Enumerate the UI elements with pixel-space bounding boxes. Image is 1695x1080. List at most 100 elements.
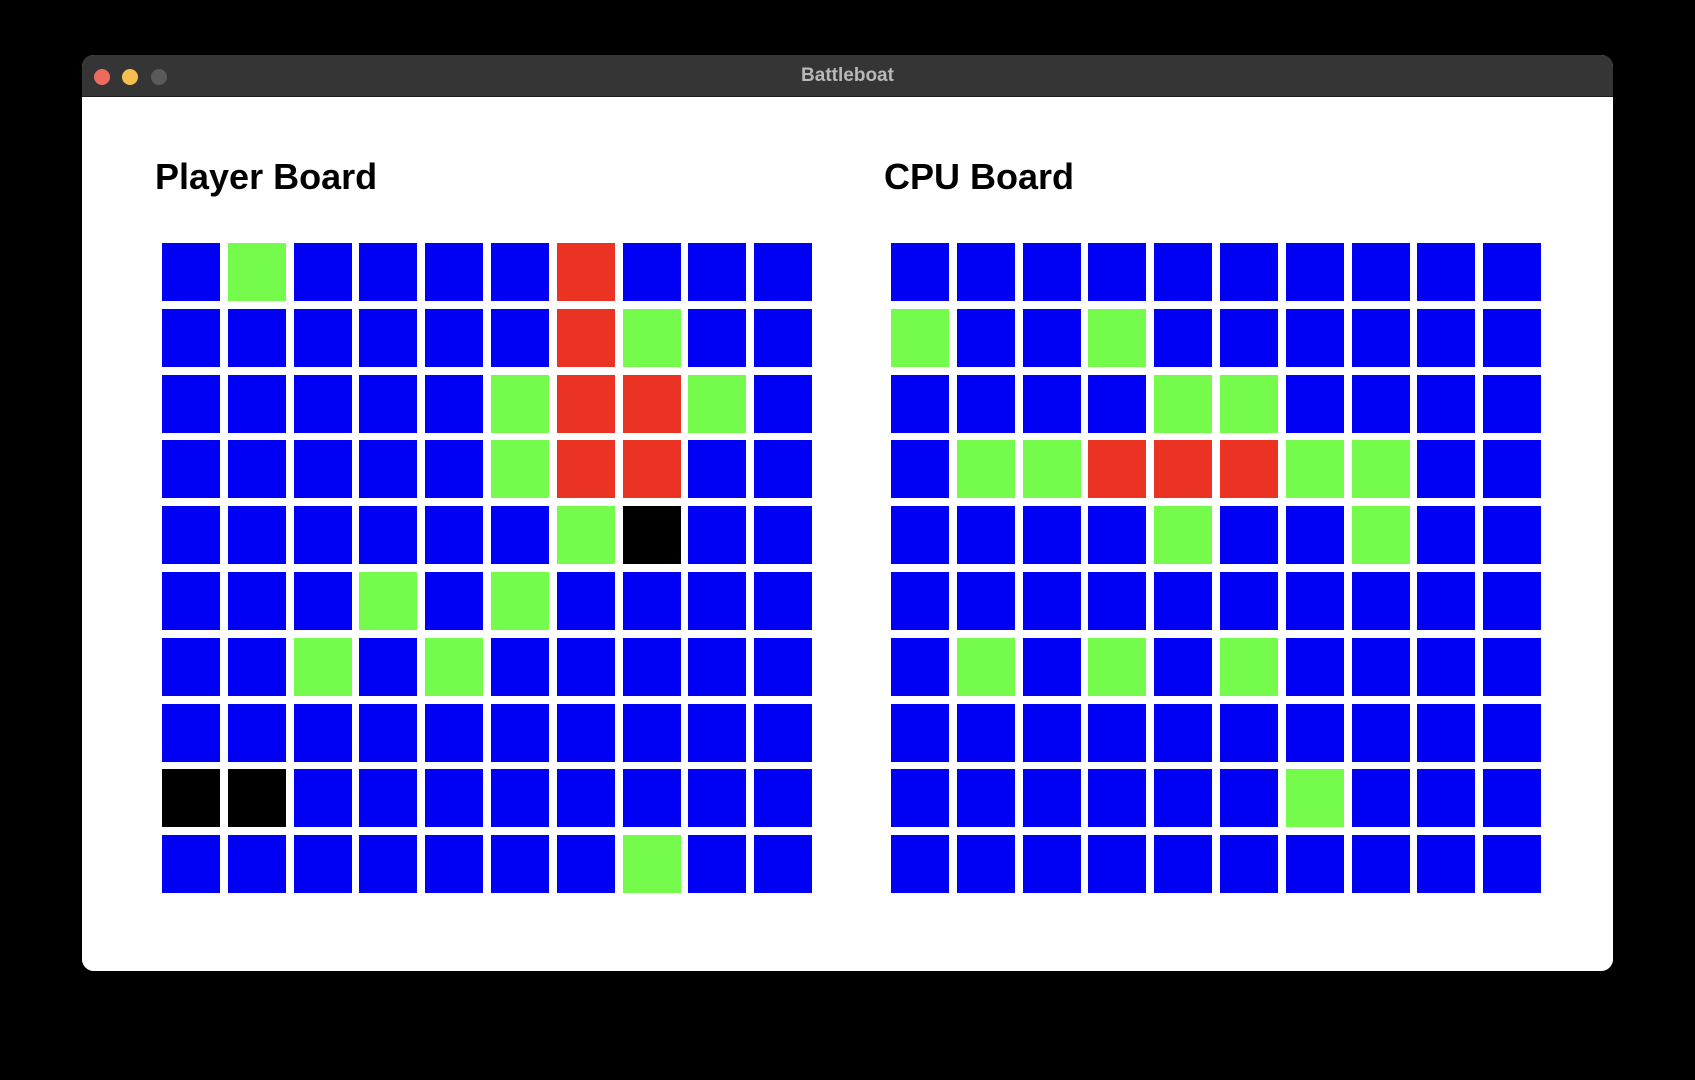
cpu-cell-water[interactable] [1351, 374, 1410, 433]
cpu-cell-water[interactable] [1022, 374, 1081, 433]
cpu-cell-water[interactable] [1285, 571, 1344, 630]
cpu-cell-water[interactable] [1022, 703, 1081, 762]
cpu-cell-water[interactable] [1154, 571, 1213, 630]
cpu-cell-water[interactable] [891, 835, 949, 894]
cpu-cell-miss[interactable] [1285, 440, 1344, 499]
cpu-cell-water[interactable] [1154, 308, 1213, 367]
cpu-cell-water[interactable] [1022, 571, 1081, 630]
cpu-cell-water[interactable] [1022, 308, 1081, 367]
cpu-cell-water[interactable] [1483, 835, 1542, 894]
cpu-cell-water[interactable] [1154, 703, 1213, 762]
cpu-cell-water[interactable] [956, 769, 1015, 828]
cpu-cell-water[interactable] [956, 835, 1015, 894]
cpu-cell-water[interactable] [1022, 835, 1081, 894]
cpu-cell-water[interactable] [1483, 571, 1542, 630]
cpu-cell-water[interactable] [956, 374, 1015, 433]
cpu-cell-miss[interactable] [1351, 506, 1410, 565]
cpu-cell-miss[interactable] [1219, 637, 1278, 696]
cpu-cell-water[interactable] [956, 308, 1015, 367]
cpu-cell-water[interactable] [1088, 835, 1147, 894]
cpu-cell-water[interactable] [1285, 243, 1344, 301]
cpu-board-grid[interactable] [891, 243, 1542, 894]
cpu-cell-water[interactable] [891, 637, 949, 696]
cpu-cell-miss[interactable] [1022, 440, 1081, 499]
cpu-cell-water[interactable] [1154, 243, 1213, 301]
cpu-cell-miss[interactable] [1285, 769, 1344, 828]
cpu-cell-water[interactable] [1417, 440, 1476, 499]
cpu-cell-water[interactable] [1088, 769, 1147, 828]
cpu-cell-water[interactable] [1022, 637, 1081, 696]
cpu-cell-water[interactable] [1483, 440, 1542, 499]
cpu-cell-water[interactable] [956, 703, 1015, 762]
cpu-cell-water[interactable] [891, 769, 949, 828]
close-window-button[interactable] [94, 69, 110, 85]
cpu-cell-water[interactable] [1417, 835, 1476, 894]
cpu-cell-water[interactable] [1285, 835, 1344, 894]
cpu-cell-water[interactable] [1417, 637, 1476, 696]
cpu-cell-water[interactable] [1219, 506, 1278, 565]
cpu-cell-water[interactable] [1285, 308, 1344, 367]
cpu-cell-water[interactable] [1417, 703, 1476, 762]
cpu-cell-water[interactable] [1219, 571, 1278, 630]
cpu-cell-water[interactable] [1219, 308, 1278, 367]
cpu-cell-miss[interactable] [1088, 308, 1147, 367]
cpu-cell-water[interactable] [1351, 571, 1410, 630]
cpu-cell-water[interactable] [1088, 374, 1147, 433]
cpu-cell-water[interactable] [1351, 769, 1410, 828]
cpu-cell-water[interactable] [1088, 703, 1147, 762]
cpu-cell-miss[interactable] [956, 637, 1015, 696]
cpu-cell-water[interactable] [956, 506, 1015, 565]
cpu-cell-water[interactable] [1022, 769, 1081, 828]
cpu-cell-water[interactable] [1417, 308, 1476, 367]
cpu-cell-miss[interactable] [1219, 374, 1278, 433]
cpu-cell-water[interactable] [1483, 506, 1542, 565]
cpu-cell-water[interactable] [1351, 703, 1410, 762]
cpu-cell-water[interactable] [1022, 243, 1081, 301]
cpu-cell-water[interactable] [956, 243, 1015, 301]
cpu-cell-miss[interactable] [1088, 637, 1147, 696]
cpu-cell-water[interactable] [1219, 243, 1278, 301]
cpu-cell-water[interactable] [1483, 243, 1542, 301]
maximize-window-button[interactable] [151, 69, 167, 85]
cpu-cell-water[interactable] [1285, 703, 1344, 762]
cpu-cell-miss[interactable] [891, 308, 949, 367]
cpu-cell-water[interactable] [1285, 637, 1344, 696]
cpu-cell-water[interactable] [1088, 506, 1147, 565]
cpu-cell-water[interactable] [1417, 374, 1476, 433]
cpu-cell-water[interactable] [1483, 637, 1542, 696]
cpu-cell-water[interactable] [956, 571, 1015, 630]
cpu-cell-water[interactable] [1285, 506, 1344, 565]
cpu-cell-water[interactable] [891, 440, 949, 499]
minimize-window-button[interactable] [122, 69, 138, 85]
cpu-cell-water[interactable] [1088, 571, 1147, 630]
cpu-cell-water[interactable] [1351, 308, 1410, 367]
cpu-cell-water[interactable] [1483, 703, 1542, 762]
cpu-cell-water[interactable] [891, 571, 949, 630]
cpu-cell-water[interactable] [1154, 637, 1213, 696]
cpu-cell-water[interactable] [1022, 506, 1081, 565]
cpu-cell-water[interactable] [1219, 769, 1278, 828]
cpu-cell-miss[interactable] [1154, 374, 1213, 433]
cpu-cell-water[interactable] [1285, 374, 1344, 433]
cpu-cell-water[interactable] [1154, 835, 1213, 894]
cpu-cell-water[interactable] [1351, 243, 1410, 301]
cpu-cell-water[interactable] [1219, 835, 1278, 894]
cpu-cell-water[interactable] [1088, 243, 1147, 301]
cpu-cell-hit[interactable] [1219, 440, 1278, 499]
cpu-cell-water[interactable] [1483, 769, 1542, 828]
cpu-cell-water[interactable] [1417, 243, 1476, 301]
cpu-cell-water[interactable] [1351, 637, 1410, 696]
cpu-cell-water[interactable] [891, 243, 949, 301]
cpu-cell-miss[interactable] [956, 440, 1015, 499]
cpu-cell-water[interactable] [891, 374, 949, 433]
cpu-cell-water[interactable] [1154, 769, 1213, 828]
cpu-cell-miss[interactable] [1154, 506, 1213, 565]
cpu-cell-water[interactable] [1417, 506, 1476, 565]
cpu-cell-water[interactable] [1219, 703, 1278, 762]
cpu-cell-water[interactable] [891, 506, 949, 565]
cpu-cell-water[interactable] [1483, 374, 1542, 433]
cpu-cell-hit[interactable] [1088, 440, 1147, 499]
cpu-cell-water[interactable] [1417, 769, 1476, 828]
cpu-cell-miss[interactable] [1351, 440, 1410, 499]
cpu-cell-water[interactable] [1417, 571, 1476, 630]
